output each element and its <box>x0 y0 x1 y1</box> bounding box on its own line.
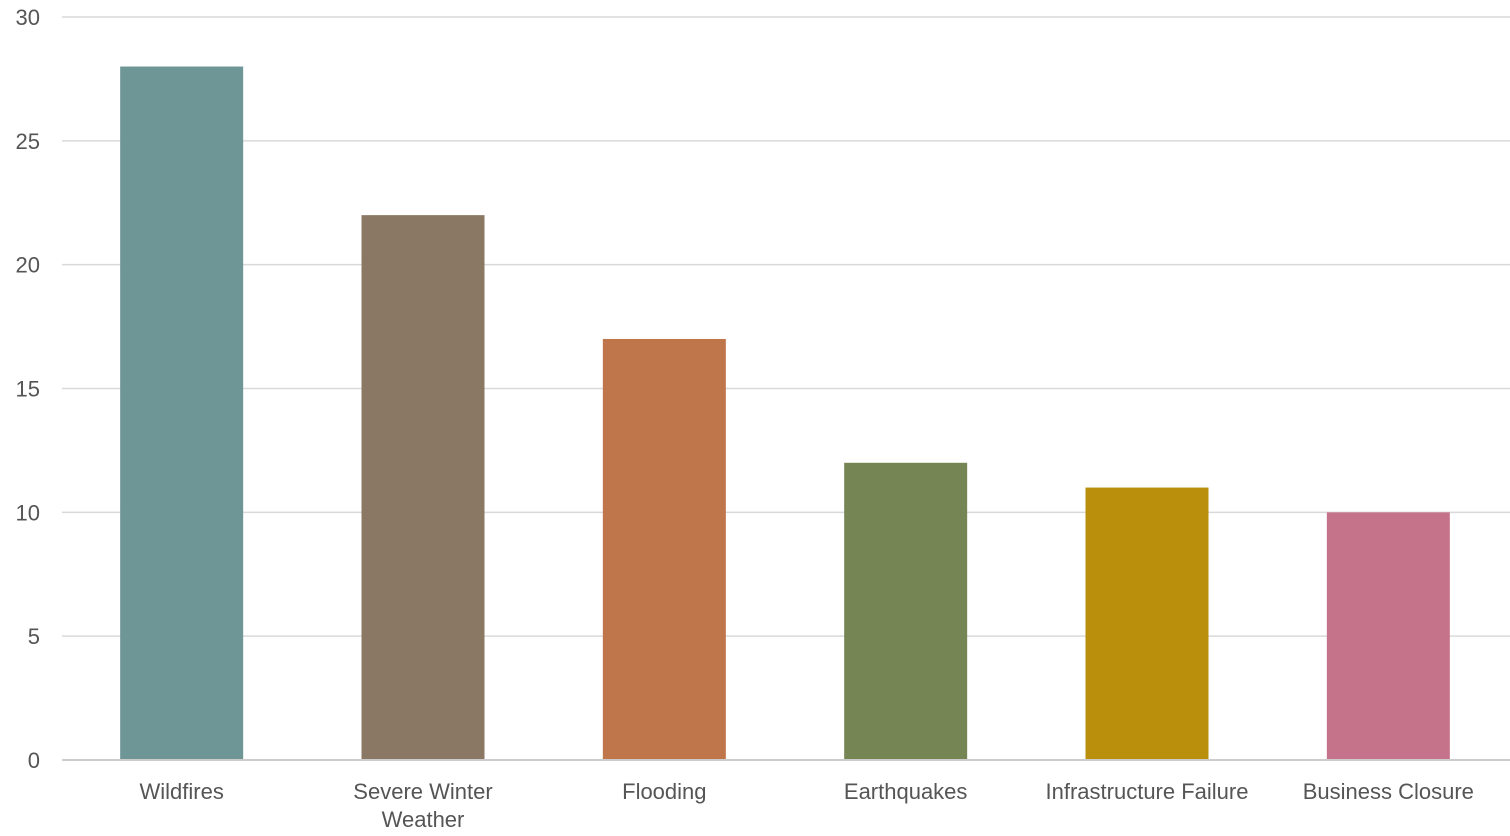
x-tick-label-1: Severe Winter Weather <box>353 779 492 831</box>
bar-severe-winter-weather <box>361 215 485 761</box>
x-tick-label-3: Earthquakes <box>844 779 968 804</box>
x-tick-label-0: Wildfires <box>139 779 223 804</box>
y-tick-label-0: 0 <box>28 748 40 773</box>
bar-business-closure <box>1326 512 1450 760</box>
x-tick-label-5: Business Closure <box>1303 779 1474 804</box>
bars <box>120 66 1450 761</box>
bar-wildfires <box>120 66 244 761</box>
y-tick-label-10: 10 <box>16 500 40 525</box>
y-tick-label-30: 30 <box>16 5 40 30</box>
bar-infrastructure-failure <box>1085 487 1209 760</box>
bar-earthquakes <box>844 462 968 760</box>
x-tick-label-4: Infrastructure Failure <box>1046 779 1249 804</box>
y-tick-label-5: 5 <box>28 624 40 649</box>
gridlines <box>62 16 1510 637</box>
y-tick-label-25: 25 <box>16 129 40 154</box>
bar-flooding <box>602 338 726 760</box>
x-tick-label-2: Flooding <box>622 779 706 804</box>
x-axis-tick-labels: Wildfires Severe Winter Weather Flooding Ear… <box>139 779 1474 832</box>
y-tick-label-15: 15 <box>16 377 40 402</box>
y-axis-tick-labels: 0 5 10 15 20 25 30 <box>16 5 40 773</box>
y-tick-label-20: 20 <box>16 253 40 278</box>
